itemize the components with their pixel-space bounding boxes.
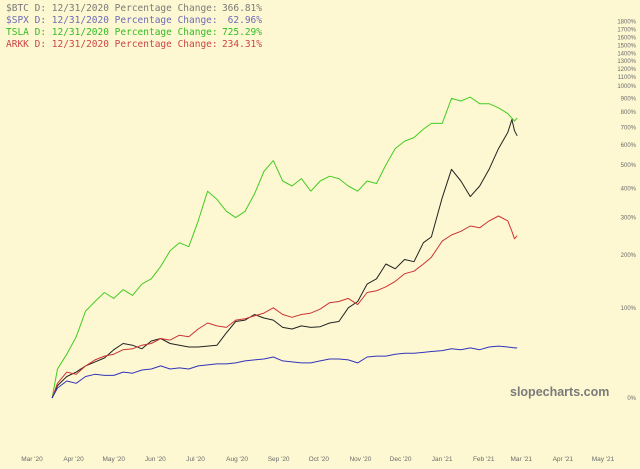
y-tick-label: 1800%: [617, 20, 636, 26]
x-tick-label: May '20: [102, 456, 125, 463]
y-tick-label: 100%: [621, 306, 637, 312]
y-axis: 0% 100% 200% 300% 400% 500% 600% 700% 800% 900% 10…: [617, 20, 636, 402]
watermark: slopecharts.com: [510, 385, 609, 399]
legend-label-arkk: ARKK D: 12/31/2020 Percentage Change:: [6, 39, 218, 50]
x-tick-label: Oct '20: [309, 456, 330, 463]
y-tick-label: 1100%: [618, 75, 637, 81]
x-tick-label: Mar '20: [21, 456, 43, 463]
legend: $BTC D: 12/31/2020 Percentage Change: 36…: [6, 3, 262, 50]
legend-value-tsla: 725.29%: [222, 27, 262, 38]
x-tick-label: Dec '20: [390, 456, 412, 463]
y-tick-label: 500%: [621, 163, 637, 169]
x-tick-label: Aug '20: [226, 456, 248, 463]
x-tick-label: Jun '20: [145, 456, 166, 463]
x-tick-label: Mar '21: [510, 456, 532, 463]
legend-label-spx: $SPX D: 12/31/2020 Percentage Change:: [6, 15, 218, 26]
x-tick-label: Apr '21: [553, 456, 574, 463]
legend-value-spx: 62.96%: [228, 15, 263, 26]
y-tick-label: 300%: [621, 216, 637, 222]
y-tick-label: 1500%: [617, 43, 636, 49]
x-axis: Mar '20 Apr '20 May '20 Jun '20 Jul '20 Aug '…: [21, 456, 614, 463]
series-layer: [51, 96, 518, 399]
y-tick-label: 1000%: [617, 84, 636, 90]
legend-value-arkk: 234.31%: [222, 39, 262, 50]
y-tick-label: 1700%: [617, 28, 636, 34]
series-line-tsla: [51, 96, 518, 399]
series-line-spx: [51, 345, 518, 399]
x-tick-label: Jan '21: [432, 456, 453, 463]
legend-label-tsla: TSLA D: 12/31/2020 Percentage Change:: [6, 27, 218, 38]
legend-value-btc: 366.81%: [222, 3, 262, 14]
x-tick-label: Apr '20: [63, 456, 84, 463]
legend-label-btc: $BTC D: 12/31/2020 Percentage Change:: [6, 3, 218, 14]
x-tick-label: Sep '20: [268, 456, 290, 463]
y-tick-label: 1300%: [617, 59, 636, 65]
y-tick-label: 1400%: [617, 51, 636, 57]
series-line-arkk: [51, 215, 518, 399]
y-tick-label: 1200%: [617, 67, 636, 73]
y-tick-label: 600%: [621, 143, 637, 149]
x-tick-label: Feb '21: [473, 456, 495, 463]
y-tick-label: 900%: [621, 96, 637, 102]
y-tick-label: 400%: [621, 187, 637, 193]
x-tick-label: Jul '20: [186, 456, 205, 463]
y-tick-label: 700%: [621, 125, 637, 131]
y-tick-label: 1600%: [617, 36, 636, 42]
x-tick-label: May '21: [592, 456, 615, 463]
y-tick-label: 0%: [627, 396, 636, 402]
y-tick-label: 200%: [621, 253, 637, 259]
y-tick-label: 800%: [621, 110, 637, 116]
x-tick-label: Nov '20: [349, 456, 371, 463]
series-line-btc: [51, 119, 518, 399]
